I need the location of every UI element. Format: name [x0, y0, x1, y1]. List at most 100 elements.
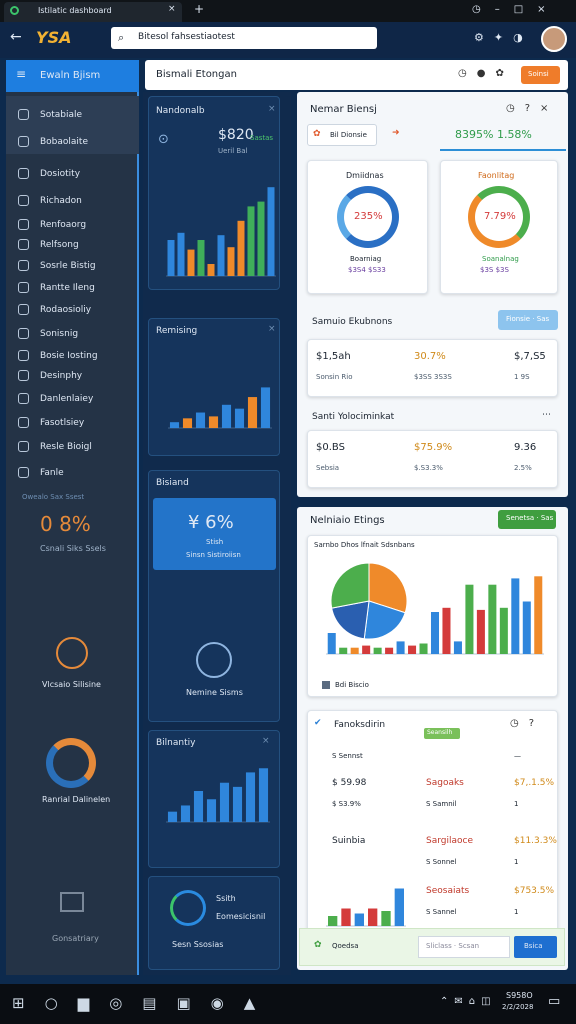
list-card [307, 710, 558, 932]
action-input-text: Sliclass · Scsan [426, 942, 480, 950]
table-cell: 1 9S [514, 373, 530, 381]
section-button[interactable] [498, 310, 558, 330]
action-input[interactable] [418, 936, 510, 958]
stat-sub: Csnali Siks Ssels [40, 544, 106, 553]
donut-label: Boarniag [350, 255, 382, 263]
table-cell: $.S3.3% [414, 464, 443, 472]
panel-controls[interactable]: ◷?× [506, 103, 559, 114]
donut-value: 235% [354, 211, 383, 222]
bar [350, 647, 359, 654]
menu-item: Sonisnig [40, 329, 79, 339]
menu-icon [18, 109, 29, 120]
card-close[interactable]: × [268, 324, 276, 334]
bar [167, 811, 178, 822]
panel-button-label: Senetsa · Sas [506, 514, 554, 522]
card [148, 876, 280, 970]
header-button[interactable] [521, 66, 560, 84]
section-more[interactable]: ⋯ [542, 410, 551, 420]
bar-chart [166, 187, 276, 277]
tab[interactable] [4, 2, 182, 22]
action-button[interactable] [514, 936, 557, 958]
sidebar-title: Ewaln Bjism [40, 70, 101, 81]
list-cell: $ S3.9% [332, 800, 361, 808]
bar [488, 584, 497, 654]
taskbar [0, 984, 576, 1024]
card-badge: Sastas [250, 134, 274, 142]
bar [396, 641, 405, 654]
bar [260, 387, 271, 428]
notification-icon[interactable]: ▭ [548, 994, 561, 1009]
toolbar-icons[interactable]: ⚙✦◑ [474, 31, 533, 44]
card-close[interactable]: × [268, 104, 276, 114]
table-card [307, 339, 558, 397]
table-cell: Sebsia [316, 464, 340, 472]
section-button-label: Fionsie · Sas [506, 315, 550, 323]
card-title: Nandonalb [156, 106, 205, 116]
table-cell: 9.36 [514, 442, 537, 453]
list-cell: 1 [514, 858, 519, 866]
card-close[interactable]: × [262, 736, 270, 746]
menu-icon [18, 370, 29, 381]
menu-item: Fanle [40, 468, 64, 478]
list-badge-label: Seansilh [427, 729, 453, 736]
bar [465, 584, 474, 654]
chart-caption: Sarnbo Dhos lfnait Sdsnbans [314, 541, 415, 549]
bar [247, 397, 258, 428]
legend-label: Bdi Biscio [335, 681, 369, 689]
header-icons[interactable]: ◷●✿ [458, 68, 514, 79]
bar [232, 786, 243, 822]
menu-item: Sotabiale [40, 110, 83, 120]
search-box[interactable] [111, 27, 377, 49]
sidebar [6, 60, 139, 975]
bar [182, 418, 193, 428]
bar [206, 799, 217, 822]
bar [195, 412, 206, 428]
list-title: Fanoksdirin [334, 720, 386, 730]
gauge-icon [46, 738, 96, 788]
kpi-underline [440, 149, 566, 151]
new-tab[interactable]: + [194, 2, 205, 16]
tray-icons[interactable]: ⌃✉⌂◫ [440, 996, 497, 1007]
menu-icon [18, 239, 29, 250]
bar-chart [168, 387, 272, 429]
bar [339, 647, 348, 654]
card [148, 318, 280, 456]
pie-slice [363, 600, 406, 640]
menu-item: Fasotlsiey [40, 418, 85, 428]
panel-button[interactable] [498, 510, 556, 529]
card-title: Bilnantiy [156, 738, 196, 748]
menu-item: Relfsong [40, 240, 79, 250]
donut-sub: $3S4 $S33 [348, 266, 386, 274]
menu-icon [18, 136, 29, 147]
bar [167, 240, 175, 276]
list-cell: $11.3.3% [514, 836, 557, 846]
list-controls[interactable]: ◷? [510, 718, 545, 729]
legend-swatch [322, 681, 330, 689]
logo: YSA [36, 28, 72, 47]
avatar[interactable] [541, 26, 567, 52]
menu-icon [18, 393, 29, 404]
sync-icon [170, 890, 206, 926]
bar-chart [166, 768, 270, 823]
back-button[interactable]: ← [10, 29, 22, 45]
list-cell: $ 59.98 [332, 778, 367, 788]
menu-icon [18, 304, 29, 315]
bar [373, 647, 382, 654]
filter-pill[interactable] [307, 124, 377, 146]
bar [237, 220, 245, 276]
list-cell: $753.5% [514, 886, 555, 896]
tab-close[interactable]: × [168, 4, 176, 14]
list-cell: 1 [514, 800, 519, 808]
panel-title: Nelniaio Etings [310, 515, 385, 526]
filter-icon: ✿ [313, 129, 321, 139]
sidebar-menu-icon[interactable]: ≡ [16, 67, 27, 81]
menu-icon [18, 441, 29, 452]
taskbar-apps[interactable]: ⊞○▆◎▤▣◉▲ [12, 994, 276, 1012]
window-controls[interactable]: ◷–□× [472, 4, 560, 15]
bar [534, 576, 543, 654]
bar [368, 908, 378, 926]
card-title: Remising [156, 326, 198, 336]
bar [341, 908, 351, 926]
